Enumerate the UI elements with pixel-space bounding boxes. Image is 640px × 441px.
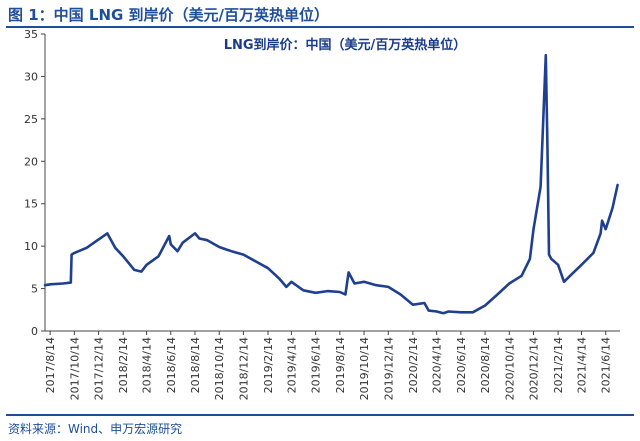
source-divider — [6, 414, 634, 416]
x-tick-label: 2020/12/14 — [527, 337, 540, 400]
x-tick-label: 2020/10/14 — [503, 337, 516, 400]
x-tick-label: 2019/2/14 — [262, 337, 275, 393]
figure-title: 图 1：中国 LNG 到岸价（美元/百万英热单位） — [8, 6, 330, 24]
chart-axes: 0 5 10 15 20 25 30 35 2017/8/14 2017/10/14 2017/12… — [24, 28, 620, 400]
y-tick-label: 0 — [31, 325, 38, 338]
x-tick-label: 2019/6/14 — [310, 337, 323, 393]
x-tick-label: 2017/10/14 — [68, 337, 81, 400]
y-tick-label: 15 — [24, 198, 38, 211]
source-note: 资料来源：Wind、申万宏源研究 — [8, 422, 183, 436]
y-tick-label: 30 — [24, 70, 38, 83]
x-tick-label: 2020/8/14 — [479, 337, 492, 393]
x-tick-label: 2018/12/14 — [237, 337, 250, 400]
chart-marks — [43, 53, 619, 315]
y-tick-label: 5 — [31, 283, 38, 296]
x-tick-label: 2019/10/14 — [358, 337, 371, 400]
x-tick-label: 2017/8/14 — [44, 337, 57, 393]
x-tick-label: 2021/2/14 — [552, 337, 565, 393]
y-tick-label: 10 — [24, 240, 38, 253]
chart-title: LNG到岸价：中国（美元/百万英热单位） — [224, 37, 467, 53]
x-tick-label: 2017/12/14 — [93, 337, 106, 400]
y-tick-label: 20 — [24, 155, 38, 168]
y-tick-label: 25 — [24, 113, 38, 126]
x-tick-label: 2018/8/14 — [189, 337, 202, 393]
x-tick-label: 2019/12/14 — [382, 337, 395, 400]
x-tick-label: 2018/6/14 — [165, 337, 178, 393]
x-tick-label: 2018/4/14 — [141, 337, 154, 393]
x-tick-label: 2019/8/14 — [334, 337, 347, 393]
title-divider — [6, 26, 634, 28]
x-tick-label: 2020/4/14 — [431, 337, 444, 393]
series-line — [43, 53, 619, 315]
x-tick-label: 2018/2/14 — [117, 337, 130, 393]
x-tick-label: 2020/2/14 — [407, 337, 420, 393]
x-tick-label: 2020/6/14 — [455, 337, 468, 393]
x-tick-label: 2021/6/14 — [600, 337, 613, 393]
x-tick-label: 2021/4/14 — [576, 337, 589, 393]
y-tick-label: 35 — [24, 28, 38, 41]
x-tick-label: 2019/4/14 — [285, 337, 298, 393]
x-tick-label: 2018/10/14 — [213, 337, 226, 400]
